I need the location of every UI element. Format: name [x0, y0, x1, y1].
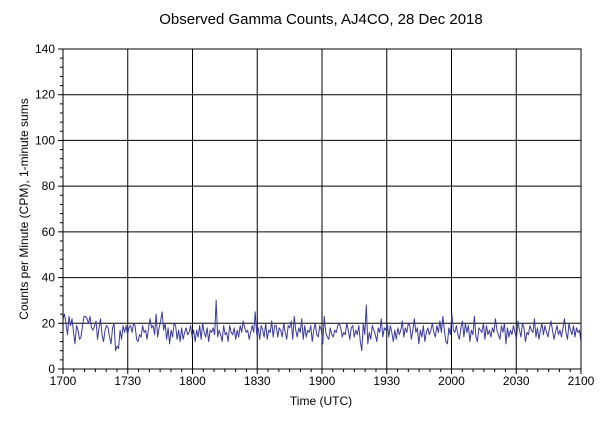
y-tick-label: 140 — [35, 42, 55, 56]
y-tick-label: 100 — [35, 133, 55, 147]
x-tick-label: 1830 — [244, 374, 271, 388]
y-tick-label: 20 — [42, 316, 56, 330]
y-tick-label: 120 — [35, 88, 55, 102]
x-tick-label: 2030 — [503, 374, 530, 388]
x-tick-label: 1730 — [114, 374, 141, 388]
x-tick-label: 2000 — [438, 374, 465, 388]
x-axis-label: Time (UTC) — [290, 394, 352, 408]
plot-frame — [62, 48, 582, 370]
y-tick-label: 60 — [42, 225, 56, 239]
y-tick-label: 0 — [48, 362, 55, 376]
y-tick-label: 40 — [42, 271, 56, 285]
series-line-gamma-counts — [62, 299, 582, 352]
y-axis-tick-labels: 0 20 40 60 80 100 120 140 — [35, 42, 55, 376]
x-axis-tick-labels: 1700 1730 1800 1830 1900 1930 2000 2030 2100 — [50, 374, 595, 388]
y-tick-label: 80 — [42, 179, 56, 193]
x-tick-label: 2100 — [568, 374, 595, 388]
chart-title: Observed Gamma Counts, AJ4CO, 28 Dec 201… — [159, 11, 483, 28]
x-tick-label: 1800 — [179, 374, 206, 388]
x-tick-label: 1930 — [373, 374, 400, 388]
series-group — [62, 299, 582, 352]
y-axis-label: Counts per Minute (CPM), 1-minute sums — [17, 98, 31, 319]
x-tick-label: 1700 — [50, 374, 77, 388]
x-tick-label: 1900 — [309, 374, 336, 388]
